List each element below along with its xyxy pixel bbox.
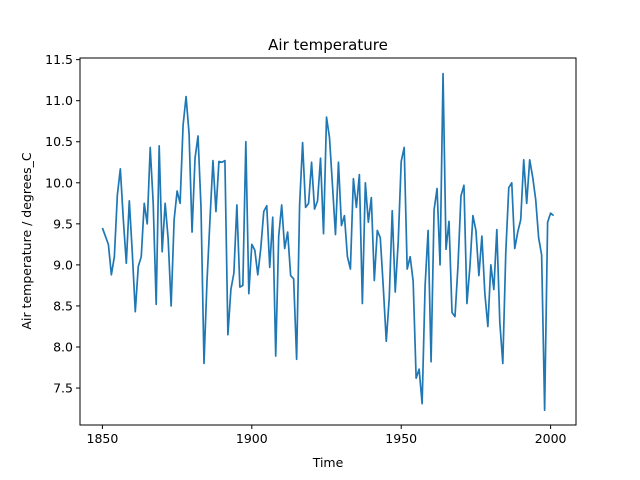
y-tick-label: 8.0: [53, 340, 73, 355]
x-tick-label: 2000: [535, 431, 567, 446]
x-tick-label: 1950: [385, 431, 417, 446]
y-tick-label: 7.5: [53, 381, 73, 396]
y-tick-label: 9.0: [53, 257, 73, 272]
y-tick-label: 8.5: [53, 298, 73, 313]
y-tick-label: 10.0: [45, 175, 73, 190]
y-tick-label: 11.0: [45, 93, 73, 108]
y-axis-label: Air temperature / degrees_C: [19, 152, 34, 329]
x-tick-label: 1850: [87, 431, 119, 446]
y-axis: 7.5 8.0 8.5 9.0 9.5 10.0 10.5 11.0 11.5: [45, 52, 80, 396]
series-line: [101, 72, 555, 412]
plot-area-frame: [79, 57, 577, 426]
x-tick-label: 1900: [236, 431, 268, 446]
x-axis-label: Time: [312, 455, 344, 470]
y-tick-label: 10.5: [45, 134, 73, 149]
chart-title: Air temperature: [268, 36, 388, 54]
y-tick-label: 11.5: [45, 52, 73, 67]
x-axis: 1850 1900 1950 2000: [87, 425, 567, 446]
y-tick-label: 9.5: [53, 216, 73, 231]
